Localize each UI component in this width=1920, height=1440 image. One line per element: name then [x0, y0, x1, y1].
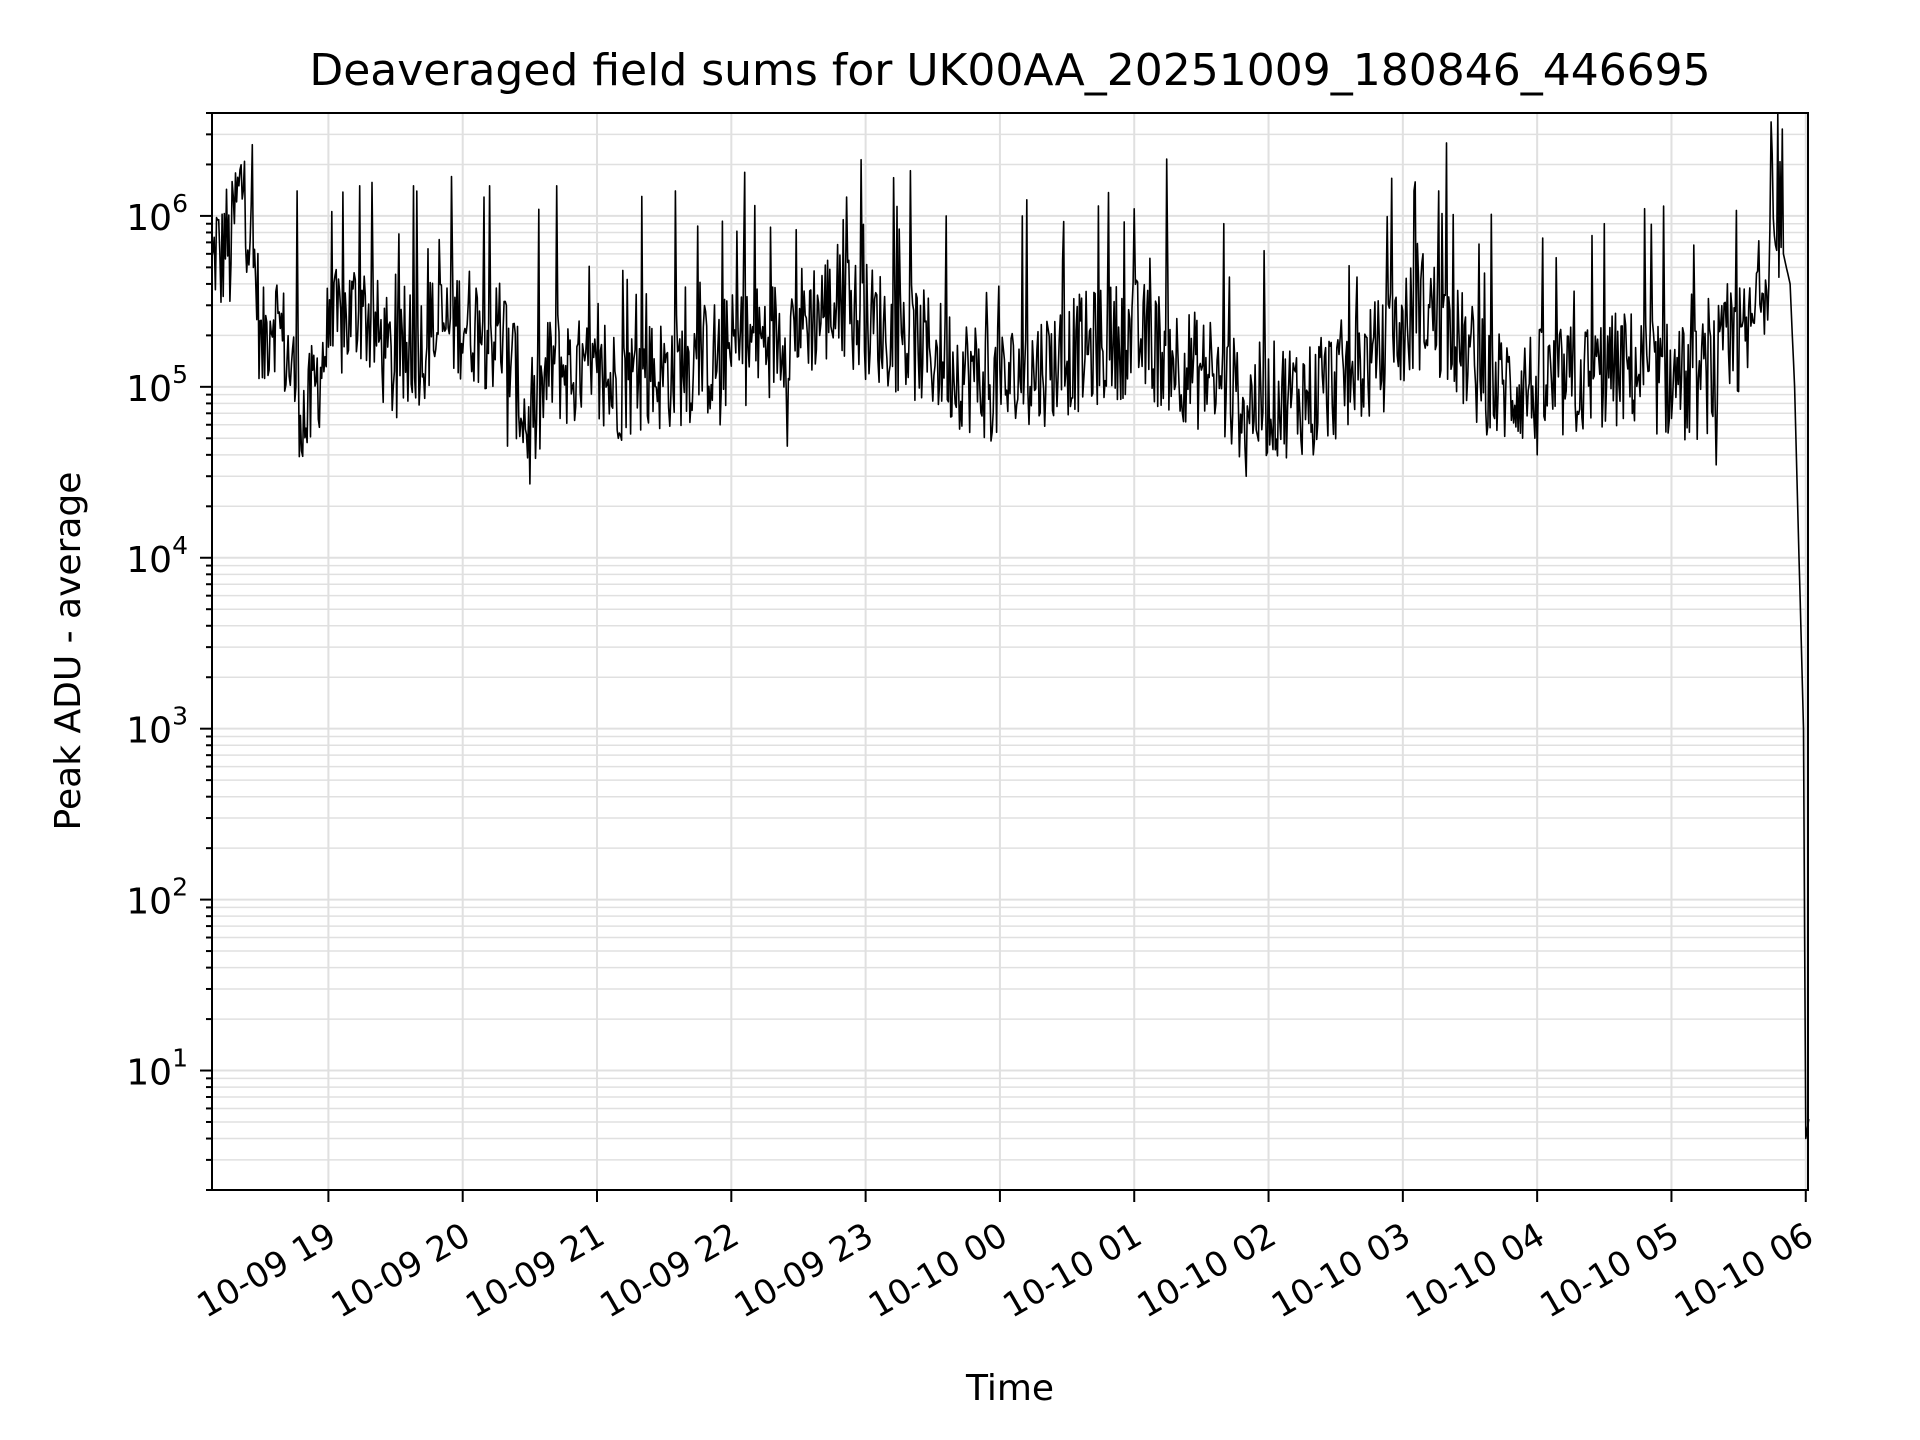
- chart-title: Deaveraged field sums for UK00AA_2025100…: [309, 45, 1710, 96]
- y-axis-label: Peak ADU - average: [48, 472, 89, 831]
- y-tick-label: 106: [126, 189, 188, 239]
- grid: [212, 112, 1808, 1191]
- y-tick-label: 104: [126, 531, 188, 581]
- series-group: [211, 112, 1810, 1140]
- y-tick-label: 101: [126, 1044, 188, 1094]
- x-axis-label: Time: [965, 1368, 1054, 1409]
- y-tick-label: 103: [126, 702, 188, 752]
- y-tick-label: 105: [126, 360, 188, 410]
- y-tick-label: 102: [126, 873, 188, 923]
- series-line: [211, 112, 1810, 1140]
- plot-frame: [211, 112, 1809, 1191]
- y-axis: 101 102 103 104 105 106: [126, 112, 212, 1191]
